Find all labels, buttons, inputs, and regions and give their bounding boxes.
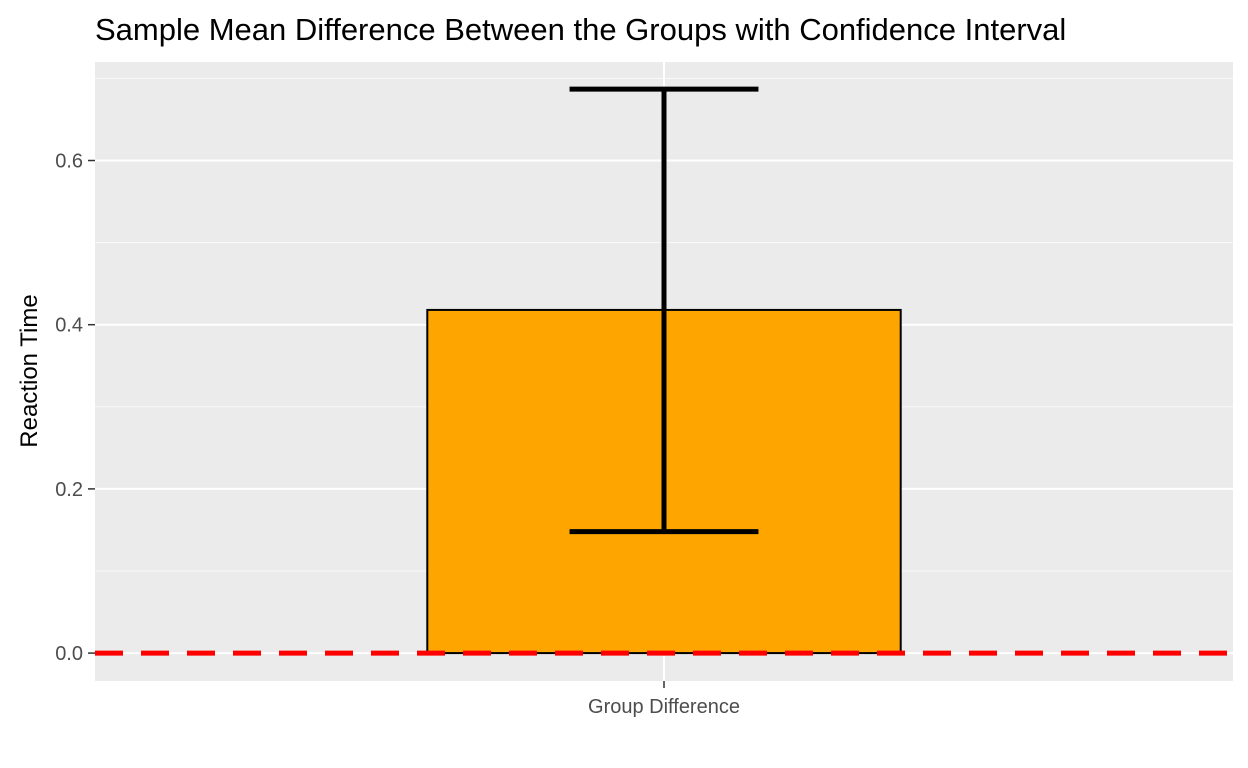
y-tick-label: 0.0 (55, 643, 83, 665)
axes: 0.0 0.2 0.4 0.6 Group Difference (55, 151, 740, 718)
chart-title: Sample Mean Difference Between the Group… (95, 12, 1066, 47)
y-tick-label: 0.4 (55, 315, 83, 337)
y-tick-label: 0.6 (55, 151, 83, 173)
error-bars (569, 86, 759, 535)
y-axis-title: Reaction Time (16, 294, 43, 447)
x-tick-label: Group Difference (588, 696, 740, 718)
y-tick-label: 0.2 (55, 479, 83, 501)
